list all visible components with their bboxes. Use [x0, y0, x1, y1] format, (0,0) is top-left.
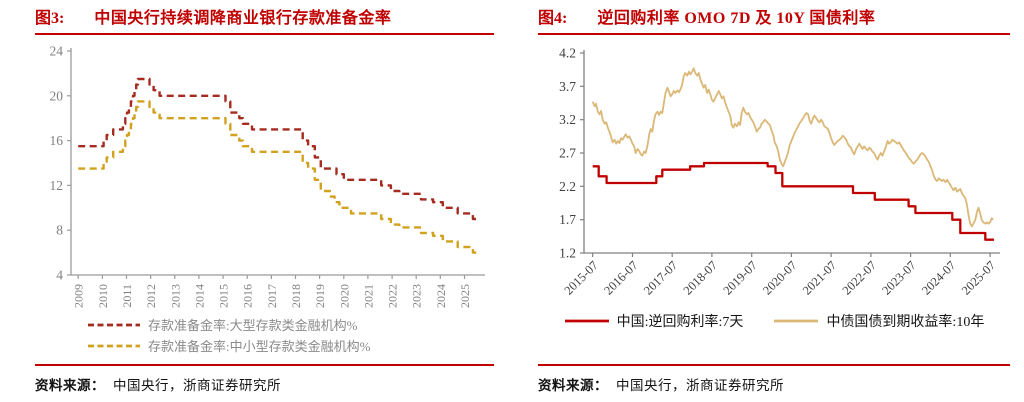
figure-3-title-row: 图3: 中国央行持续调降商业银行存款准备金率	[35, 8, 494, 30]
policy-rates-chart: 1.2 1.7 2.2 2.7 3.2 3.7 4.2 2015-07 2016-07 2017-…	[559, 46, 1000, 298]
legend-label-reverse-repo-7d: 中国:逆回购利率:7天	[616, 315, 744, 330]
x-tick-label: 2019-07	[720, 258, 759, 297]
figure-3: 图3: 中国央行持续调降商业银行存款准备金率 4 8 12 16 20 24 2009 201…	[35, 8, 494, 400]
y-tick-label: 3.2	[559, 112, 576, 127]
legend-label-rrr-small-medium-banks: 存款准备金率:中小型存款类金融机构%	[148, 339, 371, 354]
x-tick-label: 2023-07	[879, 258, 918, 297]
x-tick-label: 2010	[96, 284, 110, 308]
legend-item-reverse-repo-7d: 中国:逆回购利率:7天	[564, 311, 744, 331]
series-0-0	[78, 77, 480, 221]
x-tick-label: 2011	[120, 284, 134, 308]
y-tick-label: 4	[56, 268, 63, 283]
figure-3-legend: 存款准备金率:大型存款类金融机构% 存款准备金率:中小型存款类金融机构%	[87, 315, 494, 355]
figure-4: 图4: 逆回购利率 OMO 7D 及 10Y 国债利率 1.2 1.7 2.2 2.7…	[538, 8, 1010, 400]
solid-line-swatch-red-icon	[564, 317, 610, 325]
y-tick-label: 3.7	[559, 79, 576, 94]
figure-4-title-row: 图4: 逆回购利率 OMO 7D 及 10Y 国债利率	[538, 8, 1010, 30]
figure-3-number: 图3:	[35, 10, 65, 27]
figure-3-title: 中国央行持续调降商业银行存款准备金率	[94, 10, 392, 27]
figure-4-source-label: 资料来源：	[538, 378, 608, 393]
x-tick-label: 2022	[386, 284, 400, 308]
x-tick-label: 2021-07	[800, 258, 839, 297]
dashed-line-swatch-red-icon	[87, 321, 141, 329]
y-tick-label: 4.2	[559, 46, 576, 61]
figure-4-legend: 中国:逆回购利率:7天 中债国债到期收益率:10年	[538, 311, 1010, 331]
figure-3-source-text: 中国央行，浙商证券研究所	[113, 378, 281, 393]
legend-label-rrr-large-banks: 存款准备金率:大型存款类金融机构%	[148, 318, 358, 333]
figure-4-source-rule	[538, 364, 1010, 366]
legend-label-cgb-10y-yield: 中债国债到期收益率:10年	[826, 315, 985, 330]
x-tick-label: 2025	[458, 284, 472, 308]
x-tick-label: 2019	[313, 284, 327, 308]
legend-item-rrr-large-banks: 存款准备金率:大型存款类金融机构%	[87, 315, 494, 334]
x-tick-label: 2015	[217, 284, 231, 308]
series-1-1	[591, 67, 994, 228]
figure-4-source-row: 资料来源： 中国央行，浙商证券研究所	[538, 366, 1010, 400]
y-tick-label: 2.7	[559, 146, 576, 161]
figure-4-title-rule	[538, 33, 1010, 35]
x-tick-label: 2016-07	[601, 258, 640, 297]
solid-line-swatch-gold-icon	[773, 317, 819, 325]
x-tick-label: 2020	[337, 284, 351, 308]
x-tick-label: 2024	[434, 284, 448, 308]
y-tick-label: 1.2	[559, 246, 576, 261]
figure-3-title-rule	[35, 33, 494, 35]
y-axis-ticks: 4 8 12 16 20 24	[50, 44, 71, 283]
y-tick-label: 20	[50, 88, 64, 103]
figure-3-source-label: 资料来源：	[35, 378, 105, 393]
y-tick-label: 24	[50, 44, 64, 59]
x-tick-label: 2017	[265, 284, 279, 308]
y-tick-label: 8	[56, 223, 63, 238]
x-tick-label: 2009	[72, 284, 86, 308]
x-tick-label: 2024-07	[919, 258, 958, 297]
x-axis-ticks: 2009 2010 2011 2012 2013 2014 2015 2016 2017 2018…	[72, 275, 472, 308]
legend-item-cgb-10y-yield: 中债国债到期收益率:10年	[773, 311, 984, 331]
x-tick-label: 2018	[289, 284, 303, 308]
x-tick-label: 2020-07	[760, 258, 799, 297]
legend-item-rrr-small-medium-banks: 存款准备金率:中小型存款类金融机构%	[87, 336, 494, 355]
figure-3-source-rule	[35, 364, 494, 366]
x-tick-label: 2025-07	[959, 258, 998, 297]
figure-3-source-row: 资料来源： 中国央行，浙商证券研究所	[35, 366, 494, 400]
y-axis-ticks: 1.2 1.7 2.2 2.7 3.2 3.7 4.2	[559, 46, 584, 261]
figure-4-title: 逆回购利率 OMO 7D 及 10Y 国债利率	[597, 10, 876, 27]
x-tick-label: 2016	[241, 284, 255, 308]
series-0-1	[78, 100, 480, 254]
figure-4-source-text: 中国央行，浙商证券研究所	[616, 378, 784, 393]
axes	[70, 48, 485, 276]
x-tick-label: 2013	[168, 284, 182, 308]
x-tick-label: 2022-07	[840, 258, 879, 297]
x-tick-label: 2018-07	[681, 258, 720, 297]
x-tick-label: 2012	[144, 284, 158, 308]
dashed-line-swatch-gold-icon	[87, 342, 141, 350]
figure-4-number: 图4:	[538, 10, 568, 27]
x-tick-label: 2017-07	[641, 258, 680, 297]
x-axis-ticks: 2015-07 2016-07 2017-07 2018-07 2019-07 2020-…	[561, 253, 998, 298]
x-tick-label: 2015-07	[561, 258, 600, 297]
series-1-0	[592, 161, 994, 241]
y-tick-label: 2.2	[559, 179, 576, 194]
y-tick-label: 16	[50, 133, 64, 148]
y-tick-label: 1.7	[559, 212, 576, 227]
x-tick-label: 2021	[361, 284, 375, 308]
x-tick-label: 2023	[410, 284, 424, 308]
y-tick-label: 12	[50, 178, 64, 193]
x-tick-label: 2014	[192, 284, 206, 308]
